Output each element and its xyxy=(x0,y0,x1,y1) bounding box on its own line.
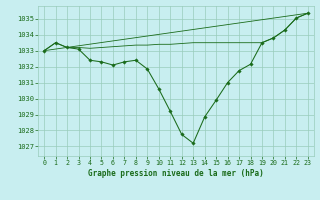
X-axis label: Graphe pression niveau de la mer (hPa): Graphe pression niveau de la mer (hPa) xyxy=(88,169,264,178)
